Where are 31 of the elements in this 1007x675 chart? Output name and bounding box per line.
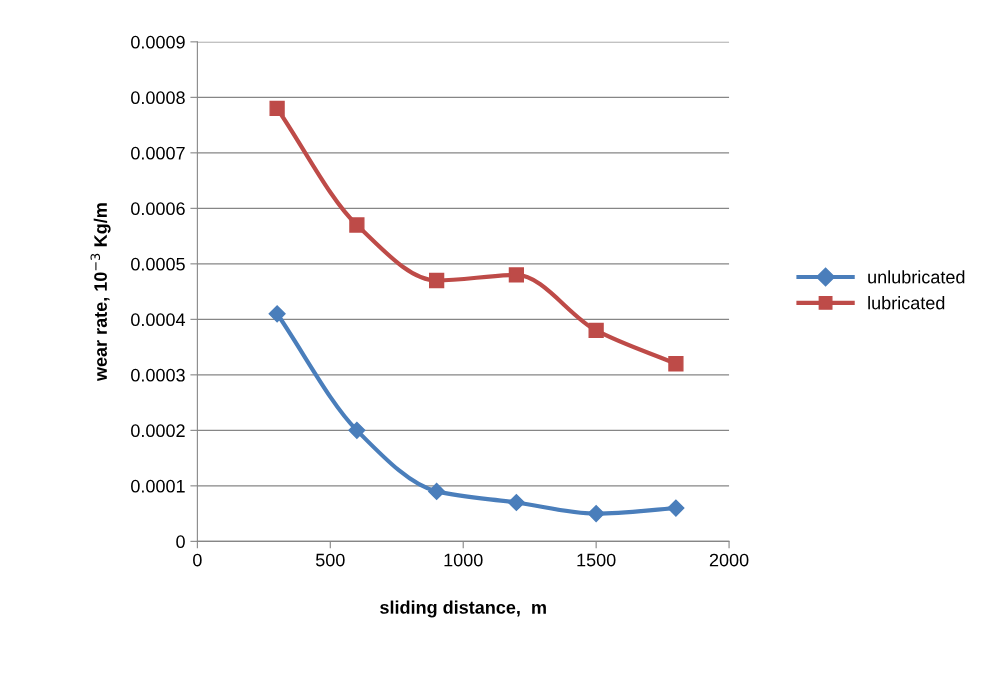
x-tick-label: 500 — [315, 553, 345, 567]
point — [587, 505, 605, 523]
y-tick-label: 0.0008 — [131, 91, 185, 105]
x-axis-title: sliding distance, m — [380, 600, 546, 618]
x-tick-label: 2000 — [709, 553, 749, 567]
point — [348, 421, 366, 439]
y-tick-label: 0.0009 — [131, 35, 185, 49]
point — [668, 356, 684, 372]
y-tick-label: 0.0006 — [131, 202, 185, 216]
point — [507, 493, 525, 512]
x-tick-label: 0 — [193, 553, 202, 567]
point — [588, 322, 604, 339]
y-tick-label: 0.0005 — [131, 257, 185, 271]
point — [349, 217, 365, 233]
y-tick-label: 0 — [176, 535, 185, 549]
legend-label: unlubricated — [868, 270, 965, 284]
y-tick-label: 0.0002 — [131, 424, 185, 438]
y-tick-label: 0.0004 — [131, 313, 186, 327]
y-axis-title: wear rate, 10$^{−3}$ Kg/m — [90, 203, 111, 382]
point — [508, 267, 525, 283]
y-tick-label: 0.0001 — [131, 479, 185, 493]
point — [428, 482, 446, 500]
y-tick-label: 0.0003 — [131, 368, 185, 382]
x-tick-label: 1000 — [444, 553, 483, 567]
point — [667, 499, 685, 517]
point — [428, 272, 445, 289]
x-tick-label: 1500 — [577, 553, 616, 567]
point — [269, 100, 285, 117]
legend-label: lubricated — [868, 296, 945, 310]
y-tick-label: 0.0007 — [131, 146, 185, 160]
point — [268, 305, 286, 323]
